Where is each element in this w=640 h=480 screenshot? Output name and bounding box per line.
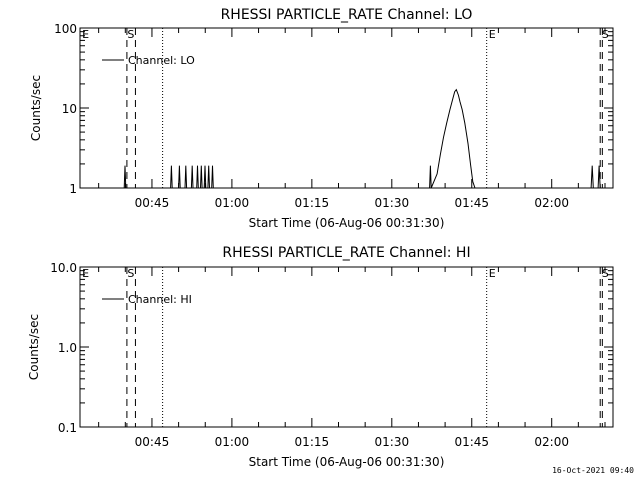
y-tick-label: 0.1 — [58, 421, 77, 435]
x-tick-label: 02:00 — [534, 435, 569, 449]
event-marker-s: S — [127, 28, 134, 41]
x-tick-label: 01:30 — [375, 196, 410, 210]
x-tick-label: 01:45 — [454, 196, 489, 210]
plot-frame — [79, 27, 614, 189]
x-axis-label: Start Time (06-Aug-06 00:31:30) — [249, 455, 445, 469]
x-tick-label: 00:45 — [135, 196, 170, 210]
chart-panel-1: RHESSI PARTICLE_RATE Channel: HI 0.1 1.0 10… — [27, 245, 614, 469]
y-axis-label: Counts/sec — [29, 75, 43, 141]
x-axis-label: Start Time (06-Aug-06 00:31:30) — [249, 216, 445, 230]
x-tick-label: 02:00 — [534, 196, 569, 210]
x-tick-label: 00:45 — [135, 435, 170, 449]
event-marker-e: E — [489, 267, 496, 280]
event-marker-e: E — [82, 267, 89, 280]
x-tick-label: 01:30 — [375, 435, 410, 449]
event-marker-e: E — [82, 28, 89, 41]
x-tick-label: 01:00 — [215, 196, 250, 210]
chart-title: RHESSI PARTICLE_RATE Channel: LO — [221, 7, 473, 23]
x-tick-label: 01:15 — [295, 196, 330, 210]
footer-timestamp: 16-Oct-2021 09:40 — [552, 466, 634, 475]
series-line-0 — [80, 88, 613, 189]
y-axis-label: Counts/sec — [27, 314, 41, 380]
y-tick-label: 1 — [69, 182, 77, 196]
y-tick-label: 10.0 — [50, 261, 77, 275]
y-tick-label: 1.0 — [58, 341, 77, 355]
x-tick-label: 01:45 — [454, 435, 489, 449]
x-tick-label: 01:00 — [215, 435, 250, 449]
chart-panel-0: RHESSI PARTICLE_RATE Channel: LO 1 10 100 00… — [29, 7, 614, 230]
event-marker-s: S — [602, 267, 609, 280]
event-marker-e: E — [489, 28, 496, 41]
x-tick-label: 01:15 — [295, 435, 330, 449]
legend-label: Channel: HI — [128, 293, 192, 306]
y-tick-label: 10 — [62, 102, 77, 116]
plot-frame — [79, 266, 614, 428]
event-marker-s: S — [602, 28, 609, 41]
chart-title: RHESSI PARTICLE_RATE Channel: HI — [222, 245, 470, 261]
event-marker-s: S — [127, 267, 134, 280]
legend-label: Channel: LO — [128, 54, 195, 67]
y-tick-label: 100 — [54, 22, 77, 36]
